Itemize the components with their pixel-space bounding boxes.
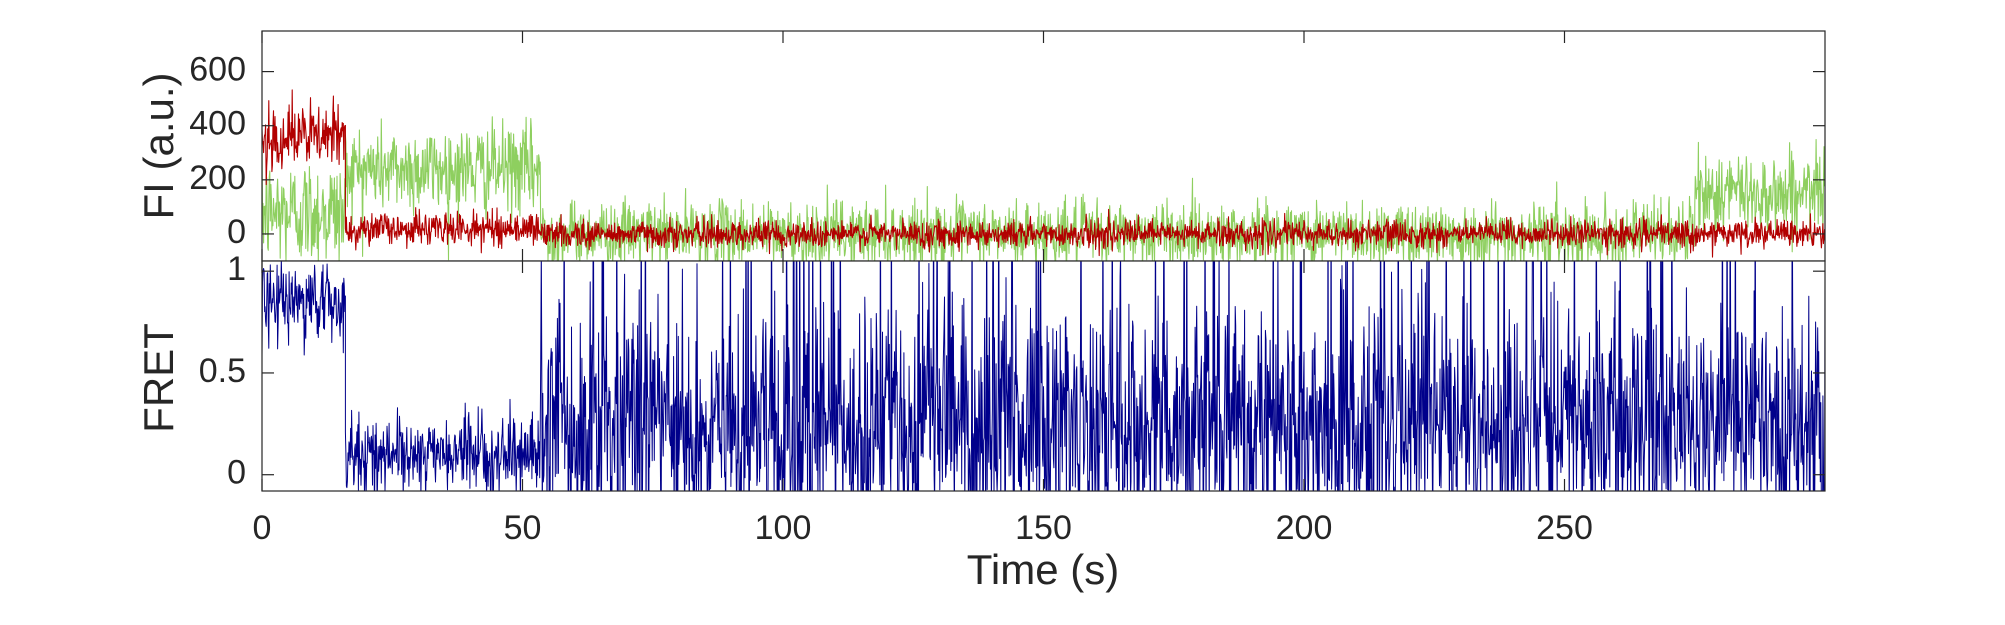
fluorescence-y-ticks: 0 200 400 600 <box>189 31 1825 261</box>
fret-y-tick-label: 0.5 <box>199 352 246 390</box>
fluorescence-series-0-line <box>262 116 1825 261</box>
fret-x-tick-label: 100 <box>755 509 812 547</box>
fluorescence-traces <box>262 89 1825 261</box>
fluorescence-y-axis-label: FI (a.u.) <box>135 72 182 219</box>
fret-x-tick-label: 200 <box>1276 509 1333 547</box>
fluorescence-y-tick-label: 600 <box>189 51 246 89</box>
fret-panel: 0 0.5 1 0 50 100 150 200 250 FRET Time (s) <box>135 250 1826 593</box>
fluorescence-y-tick-label: 0 <box>227 213 246 251</box>
fluorescence-y-tick-label: 400 <box>189 105 246 143</box>
fret-y-tick-label: 1 <box>227 250 246 288</box>
fret-x-tick-label: 0 <box>253 509 272 547</box>
fret-y-tick-label: 0 <box>227 454 246 492</box>
fluorescence-y-tick-label: 200 <box>189 159 246 197</box>
fret-x-tick-label: 250 <box>1536 509 1593 547</box>
fret-y-axis-label: FRET <box>135 323 182 433</box>
fret-x-tick-label: 50 <box>504 509 542 547</box>
fret-x-tick-label: 150 <box>1015 509 1072 547</box>
fret-traces <box>262 261 1825 491</box>
fret-axis-ticks: 0 0.5 1 0 50 100 150 200 250 <box>199 250 1825 547</box>
fret-series-0-line <box>262 261 1825 491</box>
fluorescence-panel: 0 200 400 600 FI (a.u.) <box>135 30 1826 262</box>
time-x-axis-label: Time (s) <box>967 546 1119 593</box>
fluorescence-series-1-line <box>262 89 1825 258</box>
